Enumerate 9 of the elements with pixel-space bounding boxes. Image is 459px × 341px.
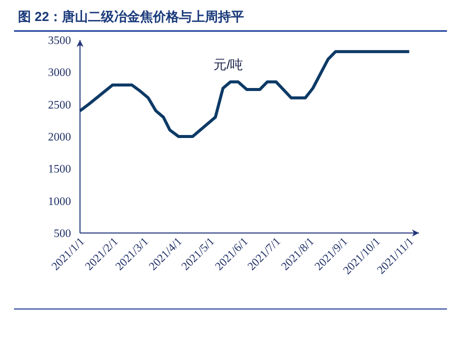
- y-tick-label: 2500: [48, 99, 72, 112]
- title: 图 22：唐山二级冶金焦价格与上周持平: [18, 9, 244, 24]
- y-tick-label: 3000: [48, 67, 72, 80]
- ylabel: 元/吨: [214, 57, 244, 72]
- y-tick-label: 500: [54, 228, 72, 240]
- y-tick-label: 1000: [48, 196, 72, 208]
- y-tick-label: 2000: [48, 132, 72, 144]
- y-tick-label: 3500: [48, 35, 72, 47]
- y-tick-label: 1500: [48, 164, 72, 176]
